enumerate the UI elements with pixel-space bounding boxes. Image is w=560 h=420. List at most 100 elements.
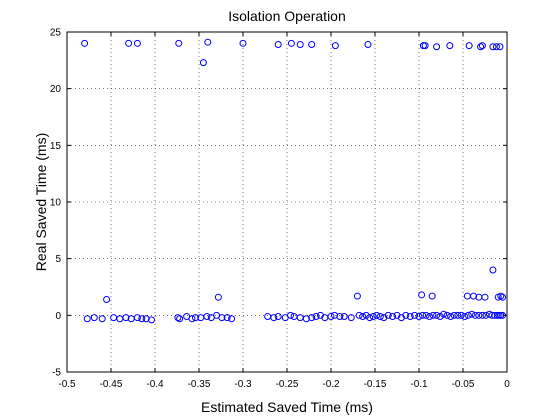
data-point bbox=[475, 311, 483, 319]
data-point bbox=[478, 42, 486, 50]
data-point bbox=[142, 315, 150, 323]
data-point bbox=[421, 42, 429, 50]
data-point bbox=[496, 43, 504, 51]
data-point bbox=[174, 314, 182, 322]
data-point bbox=[468, 310, 476, 318]
data-point bbox=[461, 312, 469, 320]
data-point bbox=[336, 312, 344, 320]
y-tick-label: 0 bbox=[55, 311, 61, 322]
data-point bbox=[481, 293, 489, 301]
data-point bbox=[312, 312, 320, 320]
data-point bbox=[308, 314, 316, 322]
data-point bbox=[327, 312, 335, 320]
data-point bbox=[287, 39, 295, 47]
data-point bbox=[436, 312, 444, 320]
data-point bbox=[376, 312, 384, 320]
data-point bbox=[90, 314, 98, 322]
data-point bbox=[369, 312, 377, 320]
data-point bbox=[419, 311, 427, 319]
data-point bbox=[366, 314, 374, 322]
data-point bbox=[274, 312, 282, 320]
data-point bbox=[497, 292, 505, 300]
data-point bbox=[125, 39, 133, 47]
data-point bbox=[373, 311, 381, 319]
data-point bbox=[492, 43, 500, 51]
data-point bbox=[447, 312, 455, 320]
data-point bbox=[499, 293, 507, 301]
data-point bbox=[274, 40, 282, 48]
data-point bbox=[133, 39, 141, 47]
data-point bbox=[415, 312, 423, 320]
data-point bbox=[98, 315, 106, 323]
data-point bbox=[133, 314, 141, 322]
x-tick-label: -0.1 bbox=[410, 379, 428, 390]
data-point bbox=[347, 314, 355, 322]
y-tick-label: 10 bbox=[50, 198, 62, 209]
y-tick-label: 15 bbox=[50, 141, 62, 152]
data-point bbox=[446, 42, 454, 50]
data-point bbox=[199, 59, 207, 67]
y-tick-label: 5 bbox=[55, 254, 61, 265]
data-point bbox=[426, 312, 434, 320]
data-point bbox=[489, 266, 497, 274]
x-tick-label: -0.45 bbox=[100, 379, 123, 390]
data-point bbox=[81, 39, 89, 47]
data-point bbox=[83, 315, 91, 323]
data-point bbox=[175, 39, 183, 47]
data-point bbox=[488, 311, 496, 319]
data-point bbox=[406, 312, 414, 320]
data-point bbox=[450, 311, 458, 319]
data-points bbox=[81, 38, 507, 324]
data-point bbox=[440, 310, 448, 318]
data-point bbox=[302, 315, 310, 323]
data-point bbox=[223, 314, 231, 322]
data-point bbox=[308, 40, 316, 48]
y-tick-label: 20 bbox=[50, 84, 62, 95]
x-tick-label: -0.25 bbox=[276, 379, 299, 390]
data-point bbox=[296, 40, 304, 48]
data-point bbox=[218, 314, 226, 322]
data-point bbox=[331, 311, 339, 319]
y-axis-label: Real Saved Time (ms) bbox=[33, 133, 49, 271]
data-point bbox=[228, 315, 236, 323]
data-point bbox=[239, 39, 247, 47]
y-tick-label: 25 bbox=[50, 28, 62, 39]
data-point bbox=[478, 311, 486, 319]
data-point bbox=[457, 311, 465, 319]
data-point bbox=[191, 314, 199, 322]
data-point bbox=[429, 311, 437, 319]
data-point bbox=[471, 311, 479, 319]
data-point bbox=[364, 40, 372, 48]
data-point bbox=[411, 311, 419, 319]
x-tick-labels: -0.5 -0.45 -0.4 -0.35 -0.3 -0.25 -0.2 -0.15 -0.1… bbox=[58, 379, 510, 390]
data-point bbox=[287, 311, 295, 319]
x-tick-label: -0.15 bbox=[364, 379, 387, 390]
x-tick-label: -0.05 bbox=[452, 379, 475, 390]
data-point bbox=[433, 43, 441, 51]
y-tick-labels: -5 0 5 10 15 20 25 bbox=[50, 28, 62, 379]
data-point bbox=[331, 42, 339, 50]
data-point bbox=[433, 311, 441, 319]
data-point bbox=[176, 315, 184, 323]
data-point bbox=[214, 293, 222, 301]
x-tick-label: -0.4 bbox=[146, 379, 164, 390]
data-point bbox=[428, 292, 436, 300]
data-point bbox=[454, 311, 462, 319]
data-point bbox=[204, 38, 212, 46]
y-tick-label: -5 bbox=[52, 368, 61, 379]
data-point bbox=[465, 42, 473, 50]
data-point bbox=[270, 314, 278, 322]
data-point bbox=[103, 295, 111, 303]
data-point bbox=[203, 312, 211, 320]
x-tick-label: -0.2 bbox=[322, 379, 340, 390]
data-point bbox=[464, 311, 472, 319]
x-tick-label: -0.3 bbox=[234, 379, 252, 390]
data-point bbox=[422, 311, 430, 319]
data-point bbox=[362, 311, 370, 319]
x-tick-label: 0 bbox=[504, 379, 510, 390]
chart-title: Isolation Operation bbox=[228, 8, 346, 24]
data-point bbox=[470, 292, 478, 300]
data-point bbox=[122, 314, 130, 322]
x-tick-label: -0.35 bbox=[188, 379, 211, 390]
data-point bbox=[147, 316, 155, 324]
